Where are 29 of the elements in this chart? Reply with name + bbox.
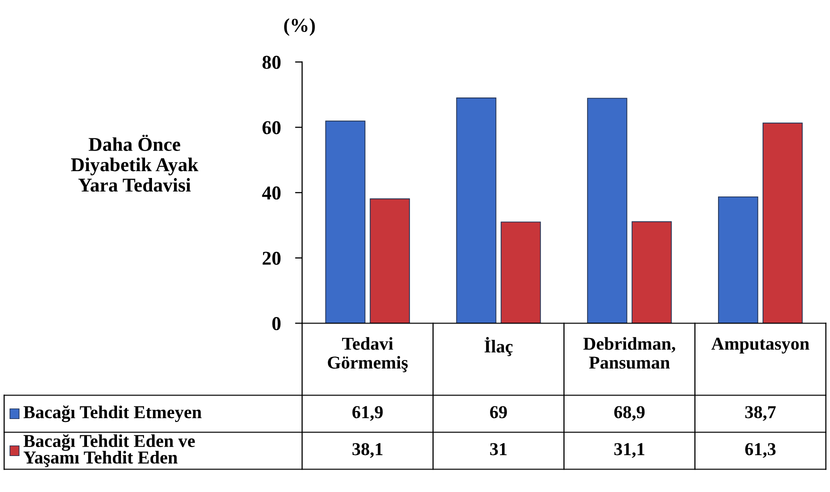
data-label: 31 (490, 443, 507, 456)
bar (325, 120, 366, 324)
bar (456, 97, 496, 324)
data-label: 38,1 (352, 443, 382, 458)
y-tick-label: 60 (262, 121, 281, 134)
bar (370, 198, 410, 324)
text: (%) (284, 18, 315, 36)
y-tick-label: 20 (262, 252, 281, 265)
bar (632, 221, 672, 324)
legend-label: Bacağı Tehdit Eden ve Yaşamı Tehdit Eden (24, 434, 195, 468)
x-tick-label: Debridman, Pansuman (583, 337, 676, 369)
data-label: 61,3 (745, 443, 776, 458)
data-label: 38,7 (745, 406, 776, 421)
bar (587, 98, 628, 324)
x-tick-label: Amputasyon (711, 338, 810, 354)
legend-label: Bacağı Tehdit Etmeyen (24, 405, 202, 422)
y-tick-label: 0 (272, 317, 281, 330)
bar (500, 222, 541, 324)
data-label: 69 (490, 406, 507, 418)
y-tick-label: 80 (262, 56, 281, 69)
data-label: 61,9 (352, 406, 383, 421)
x-tick-label: Tedavi Görmemiş (328, 337, 408, 372)
y-tick-label: 40 (262, 186, 281, 200)
bar (718, 196, 758, 324)
bar (762, 122, 803, 324)
x-tick-label: İlaç (484, 337, 513, 356)
data-label: 31,1 (614, 443, 644, 458)
data-label: 68,9 (614, 406, 645, 421)
y-axis-title: Daha Önce Diyabetik Ayak Yara Tedavisi (71, 134, 198, 192)
